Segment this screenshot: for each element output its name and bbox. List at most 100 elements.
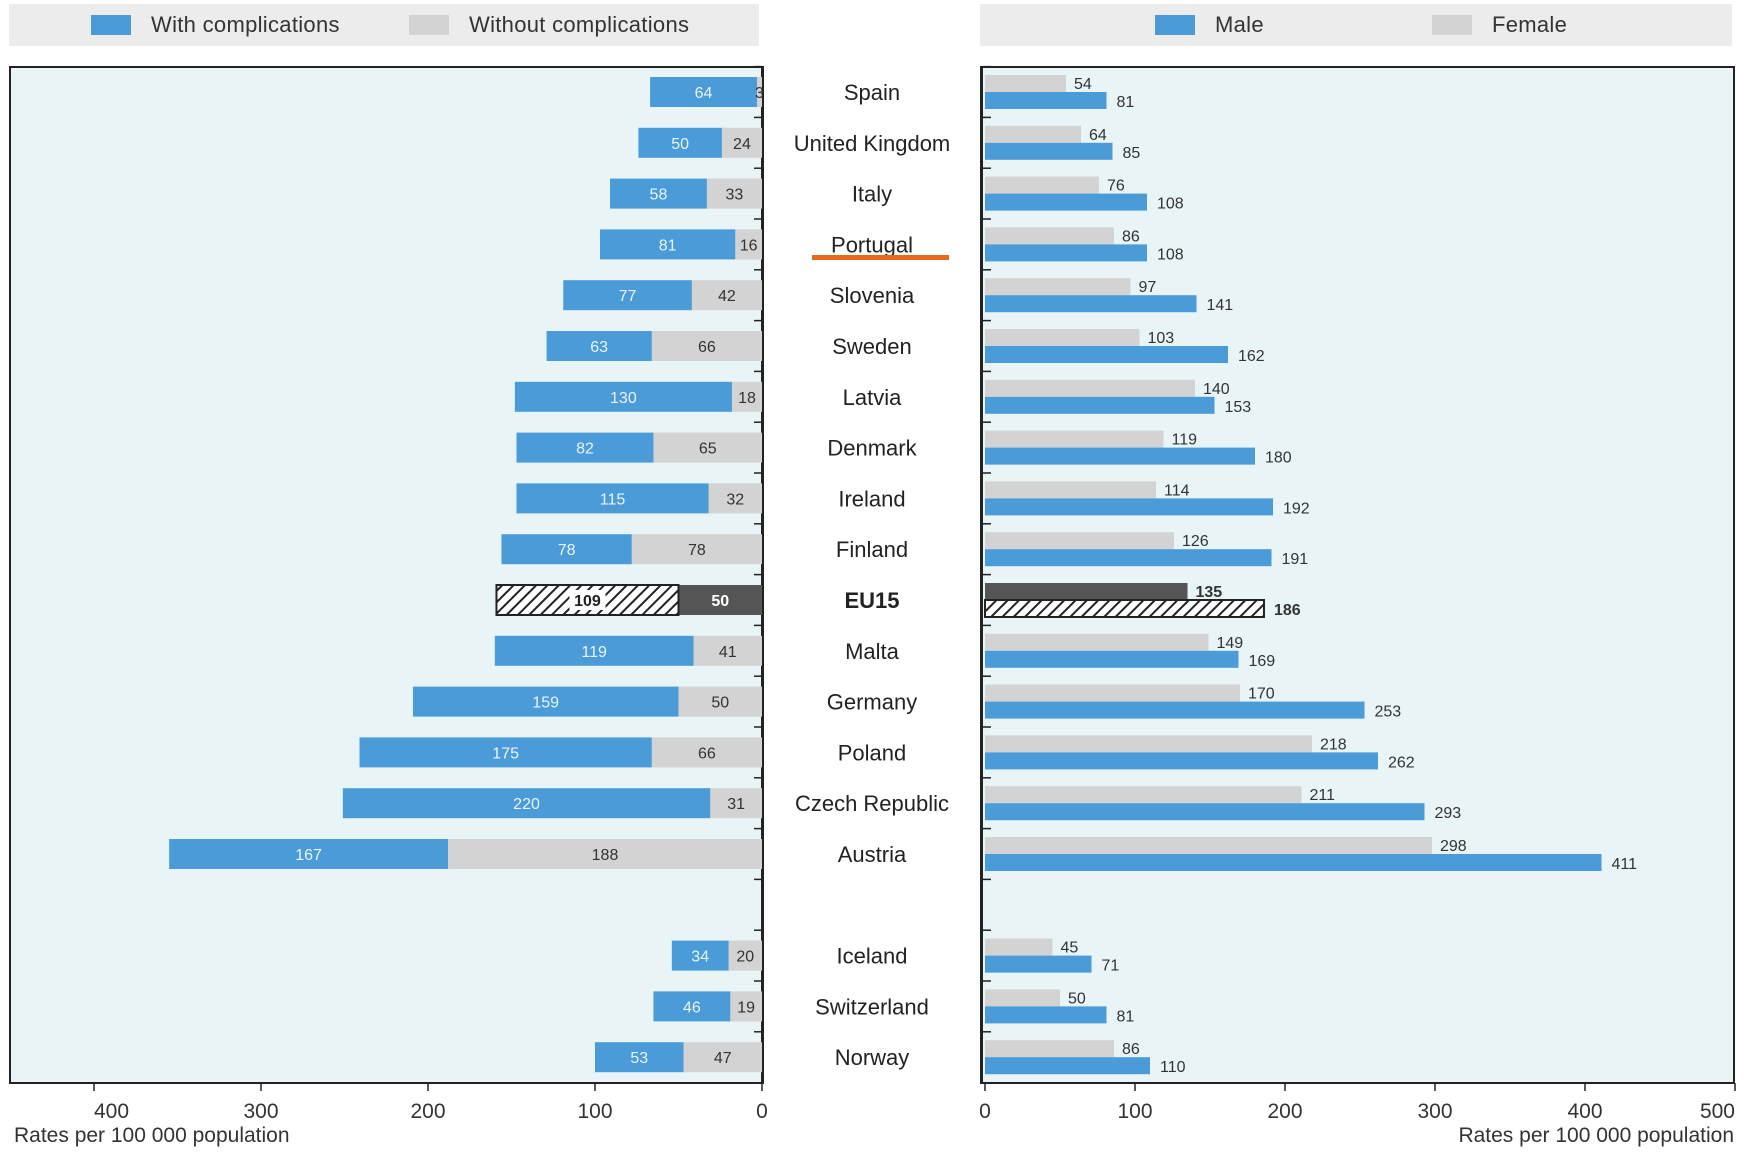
left-x-tick-label: 0 [756,1100,768,1123]
axes: 400 300 200 100 0 0 100 200 300 400 500 [93,65,1736,1123]
value-label-without: 19 [737,999,755,1016]
value-label-male: 169 [1249,653,1276,670]
bar-with-complications [514,381,732,412]
bar-without-complications [693,635,762,666]
bar-female [985,837,1432,854]
value-label-without: 50 [711,593,729,610]
legend-label: Without complications [469,12,690,37]
bar-without-complications [651,737,762,768]
right-x-tick-label: 400 [1567,1100,1602,1123]
bar-female [985,735,1312,753]
bar-female [985,125,1081,143]
value-label-with: 64 [695,85,713,102]
bar-male [985,92,1107,109]
category-label: Austria [838,842,907,867]
legend-right: Male Female [980,4,1732,46]
value-label-with: 77 [619,288,637,305]
bar-with-complications [650,77,757,107]
bar-without-complications [448,839,762,869]
right-chart-bars: 5481648576108861089714110316214015311918… [984,75,1637,1076]
left-x-tick-label: 300 [243,1100,278,1123]
legend-label: Male [1215,12,1264,37]
category-label: Germany [827,690,917,715]
bar-with-complications [494,635,694,666]
value-label-male: 191 [1282,551,1309,568]
value-label-male: 108 [1157,246,1184,263]
value-label-male: 192 [1283,500,1310,517]
right-x-tick-label: 500 [1700,1100,1735,1123]
value-label-without: 20 [736,949,754,966]
value-label-male: 186 [1274,602,1301,619]
value-label-male: 71 [1102,958,1120,975]
category-label: Switzerland [815,994,929,1019]
left-chart-bars: 3 64 24 50 33 58 16 81 42 77 66 63 18 130 65 82 32 115 78 7… [169,77,764,1073]
bar-without-complications [756,77,762,107]
bar-male [985,193,1147,211]
value-label-without: 65 [699,441,717,458]
value-label-with: 119 [581,644,607,661]
category-label: Spain [844,80,900,105]
value-label-with: 34 [691,949,709,966]
bar-female [985,633,1209,651]
category-labels: Spain United Kingdom Italy Portugal Slovenia… [794,80,951,1070]
value-label-female: 140 [1203,381,1230,398]
bar-female [985,786,1302,804]
bar-female [985,227,1114,245]
legend-left: With complications Without complications [9,4,759,46]
value-label-male: 153 [1225,399,1252,416]
value-label-male: 180 [1265,450,1292,467]
category-label: Ireland [838,486,905,511]
category-label: Latvia [843,385,902,410]
bar-with-complications [638,127,722,158]
right-x-tick-label: 200 [1267,1100,1302,1123]
value-label-female: 298 [1440,838,1467,855]
category-label: Slovenia [830,283,915,308]
bar-with-complications [342,788,711,819]
value-label-with: 175 [492,745,519,762]
value-label-male: 262 [1388,754,1415,771]
category-label: Finland [836,537,908,562]
right-x-tick-label: 300 [1417,1100,1452,1123]
bar-male [985,1057,1150,1075]
value-label-female: 54 [1074,76,1092,93]
bar-without-complications [721,127,762,158]
bar-female [985,938,1053,956]
bar-without-complications [653,432,762,463]
value-label-female: 126 [1182,533,1209,550]
bar-male [985,142,1113,160]
value-label-female: 135 [1196,584,1223,601]
bar-female [985,583,1188,600]
bar-male [985,803,1425,821]
value-label-female: 50 [1068,990,1086,1007]
legend-item-without-complications: Without complications [409,4,689,46]
bar-without-complications [651,331,762,361]
value-label-male: 253 [1375,704,1402,721]
value-label-without: 50 [711,695,729,712]
value-label-without: 66 [698,339,716,356]
value-label-without: 24 [733,136,751,153]
value-label-male: 141 [1207,297,1234,314]
bar-with-complications [671,940,729,971]
value-label-without: 42 [718,288,736,305]
value-label-with: 109 [574,593,601,610]
value-label-male: 110 [1160,1059,1186,1076]
value-label-female: 64 [1089,127,1107,144]
bar-with-complications [412,686,679,717]
category-label: Czech Republic [795,791,949,816]
bar-male [985,396,1215,414]
right-x-tick-label: 0 [979,1100,991,1123]
value-label-with: 78 [558,542,576,559]
value-label-without: 31 [727,796,745,813]
value-label-male: 162 [1238,348,1265,365]
bar-male [985,701,1365,719]
legend-item-with-complications: With complications [91,4,340,46]
left-x-tick-label: 400 [94,1100,129,1123]
bar-with-complications [600,229,736,260]
bar-without-complications [708,483,762,514]
value-label-without: 16 [740,237,758,254]
left-x-tick-label: 100 [577,1100,612,1123]
value-label-with: 220 [513,796,540,813]
value-label-without: 188 [592,847,619,864]
value-label-male: 293 [1435,805,1462,822]
legend-item-male: Male [1155,4,1264,46]
